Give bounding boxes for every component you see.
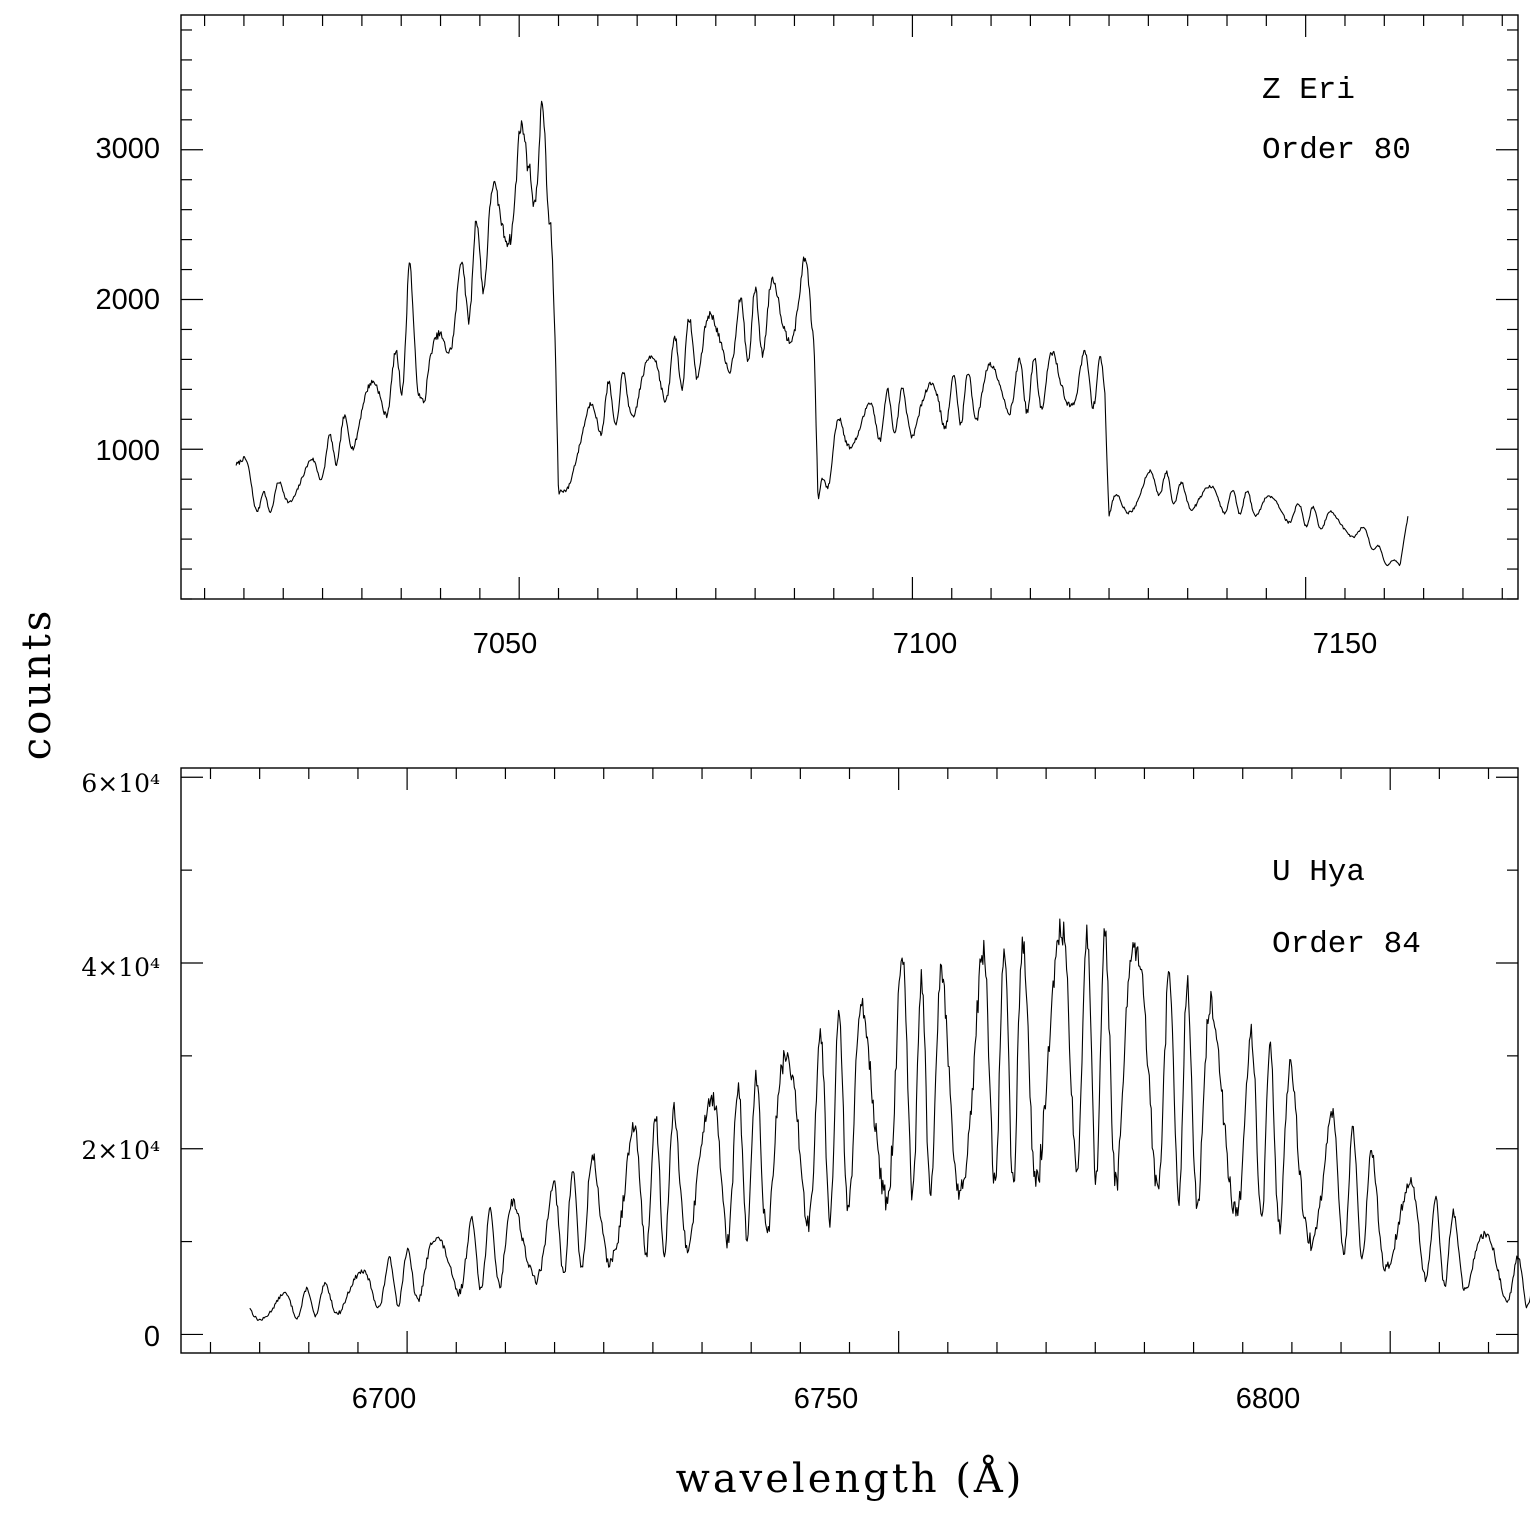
top-ticks — [181, 15, 1518, 600]
bottom-ytick-label: 0 — [144, 1321, 160, 1353]
top-ytick-label: 1000 — [95, 435, 160, 467]
bottom-annotation-order: Order 84 — [1272, 927, 1421, 962]
top-panel: 7050 7100 7150 1000 2000 3000 Z Eri Orde… — [95, 14, 1519, 660]
u-hya-spectrum-line — [249, 918, 1530, 1321]
bottom-ytick-label: 2×10⁴ — [81, 1136, 160, 1165]
top-plot-frame — [180, 14, 1519, 600]
bottom-ytick-label: 6×10⁴ — [81, 769, 160, 798]
z-eri-spectrum-line — [235, 100, 1409, 567]
bottom-panel: 6700 6750 6800 0 2×10⁴ 4×10⁴ 6×10⁴ U Hya… — [81, 767, 1530, 1415]
top-ytick-label: 3000 — [95, 133, 160, 165]
bottom-xtick-label: 6750 — [794, 1383, 859, 1415]
bottom-ticks — [181, 768, 1518, 1353]
top-annotation-star: Z Eri — [1262, 73, 1355, 108]
top-ytick-label: 2000 — [95, 284, 160, 316]
bottom-ytick-label: 4×10⁴ — [81, 953, 160, 982]
top-xtick-label: 7100 — [893, 628, 958, 660]
top-xtick-label: 7150 — [1313, 628, 1378, 660]
top-xtick-label: 7050 — [473, 628, 538, 660]
y-axis-label: counts — [14, 608, 60, 761]
bottom-xtick-label: 6700 — [352, 1383, 417, 1415]
x-axis-label: wavelength (Å) — [676, 1455, 1025, 1502]
bottom-annotation-star: U Hya — [1272, 855, 1365, 890]
bottom-xtick-label: 6800 — [1236, 1383, 1301, 1415]
top-annotation-order: Order 80 — [1262, 133, 1411, 168]
